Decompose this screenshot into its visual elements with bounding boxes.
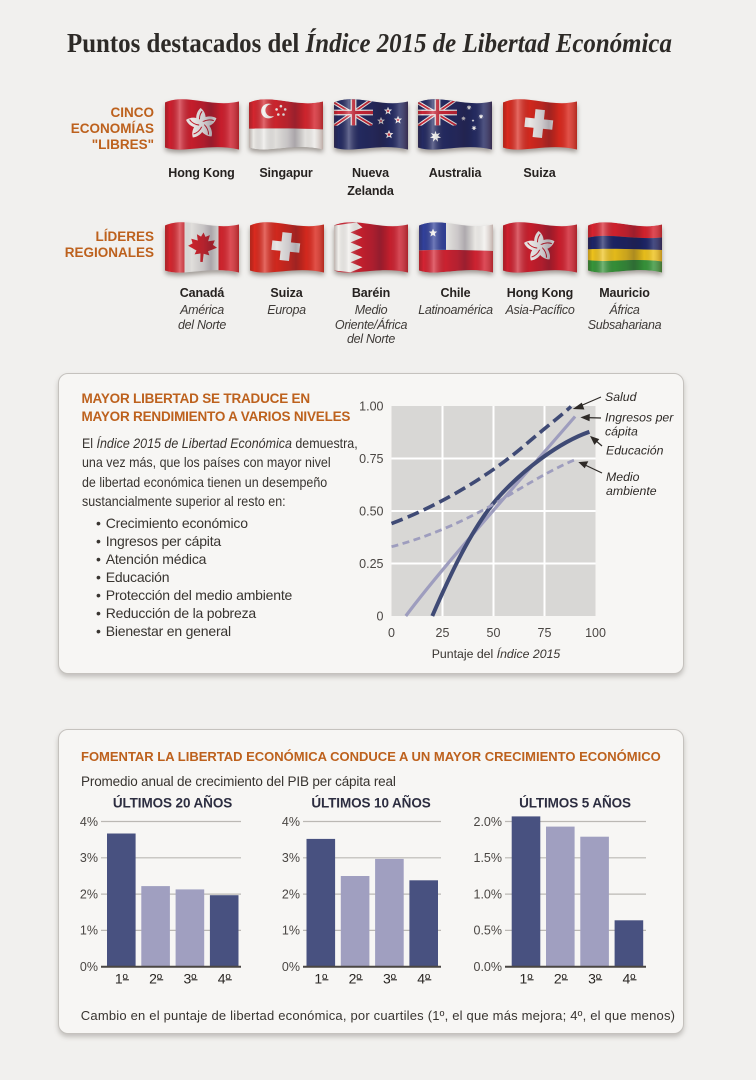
- svg-text:1.0%: 1.0%: [474, 887, 503, 901]
- svg-text:0%: 0%: [80, 960, 98, 974]
- svg-text:3%: 3%: [282, 851, 300, 865]
- svg-text:ÚLTIMOS 10 AÑOS: ÚLTIMOS 10 AÑOS: [311, 796, 430, 811]
- svg-text:Educación: Educación: [606, 444, 664, 458]
- svg-text:ÚLTIMOS 5 AÑOS: ÚLTIMOS 5 AÑOS: [519, 796, 631, 811]
- svg-text:100: 100: [585, 626, 606, 640]
- svg-text:cápita: cápita: [605, 425, 638, 439]
- svg-text:2%: 2%: [282, 887, 300, 901]
- svg-text:Puntaje del Índice 2015: Puntaje del Índice 2015: [432, 646, 561, 661]
- svg-text:0%: 0%: [282, 960, 300, 974]
- svg-text:Salud: Salud: [605, 390, 638, 404]
- svg-text:1º: 1º: [314, 971, 327, 987]
- svg-text:Ingresos per: Ingresos per: [605, 411, 674, 425]
- svg-text:2.0%: 2.0%: [474, 815, 503, 829]
- svg-text:1.5%: 1.5%: [474, 851, 503, 865]
- svg-text:1.00: 1.00: [359, 400, 383, 414]
- svg-text:ÚLTIMOS 20 AÑOS: ÚLTIMOS 20 AÑOS: [113, 796, 232, 811]
- svg-text:0: 0: [388, 626, 395, 640]
- svg-text:4º: 4º: [218, 971, 231, 987]
- svg-text:3º: 3º: [383, 971, 396, 987]
- svg-text:4º: 4º: [417, 971, 430, 987]
- svg-text:0.5%: 0.5%: [474, 924, 503, 938]
- svg-text:4%: 4%: [80, 815, 98, 829]
- svg-text:0: 0: [377, 610, 384, 624]
- svg-text:1º: 1º: [520, 971, 533, 987]
- svg-text:3º: 3º: [183, 971, 196, 987]
- svg-text:4%: 4%: [282, 815, 300, 829]
- svg-text:1%: 1%: [80, 924, 98, 938]
- svg-text:0.0%: 0.0%: [474, 960, 503, 974]
- svg-text:2º: 2º: [349, 971, 362, 987]
- svg-text:Medio: Medio: [606, 470, 640, 484]
- svg-text:0.25: 0.25: [359, 557, 383, 571]
- svg-text:2%: 2%: [80, 887, 98, 901]
- svg-text:0.75: 0.75: [359, 452, 383, 466]
- svg-text:25: 25: [436, 626, 450, 640]
- svg-text:ambiente: ambiente: [606, 484, 657, 498]
- svg-text:0.50: 0.50: [359, 505, 383, 519]
- svg-text:2º: 2º: [554, 971, 567, 987]
- svg-text:4º: 4º: [622, 971, 635, 987]
- svg-text:3%: 3%: [80, 851, 98, 865]
- svg-text:1%: 1%: [282, 924, 300, 938]
- svg-text:1º: 1º: [115, 971, 128, 987]
- svg-text:75: 75: [538, 626, 552, 640]
- svg-text:2º: 2º: [149, 971, 162, 987]
- svg-text:3º: 3º: [588, 971, 601, 987]
- svg-text:50: 50: [487, 626, 501, 640]
